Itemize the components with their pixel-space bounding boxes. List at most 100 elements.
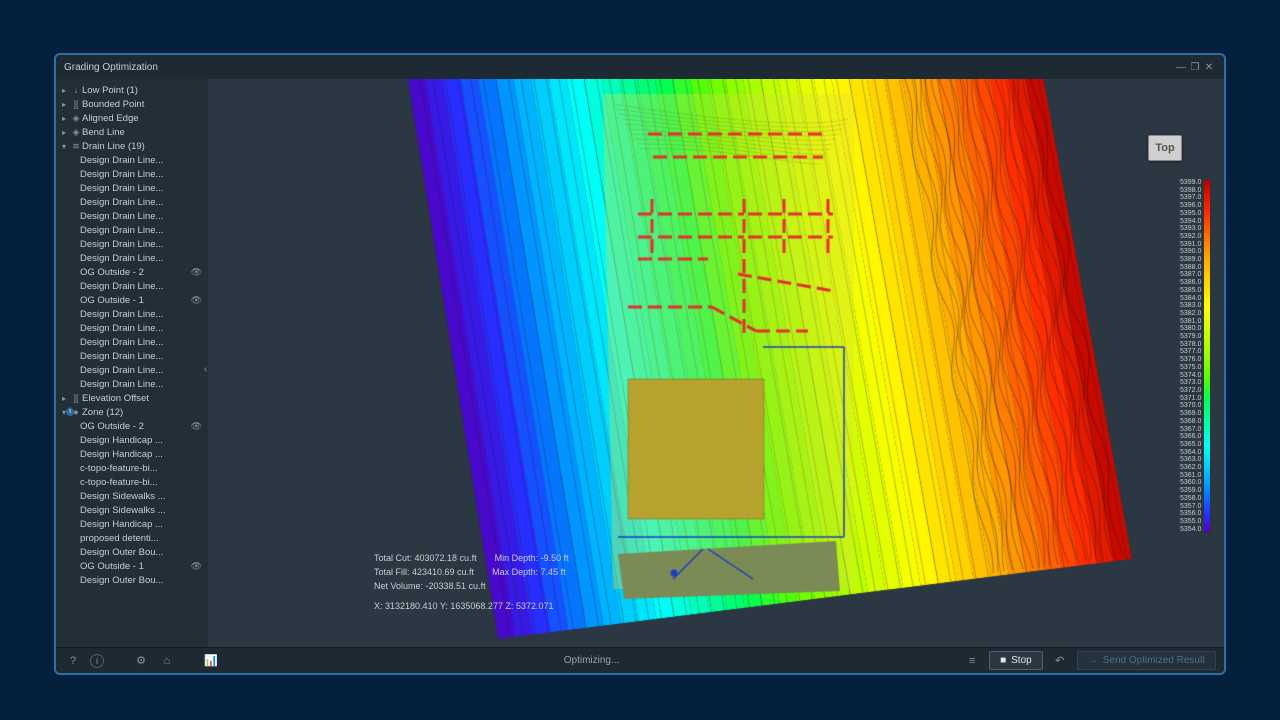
node-label: Design Drain Line... — [80, 155, 202, 166]
node-label: Bounded Point — [82, 99, 202, 110]
legend-tick: 5384.0 — [1180, 295, 1201, 302]
legend-tick: 5387.0 — [1180, 271, 1201, 278]
stop-label: Stop — [1011, 655, 1032, 666]
tree-item[interactable]: Design Drain Line... — [56, 195, 208, 209]
tree-item[interactable]: Design Drain Line... — [56, 321, 208, 335]
tree-item[interactable]: Design Drain Line... — [56, 335, 208, 349]
legend-tick: 5396.0 — [1180, 202, 1201, 209]
tree-item[interactable]: Design Handicap ... — [56, 517, 208, 531]
legend-tick: 5363.0 — [1180, 456, 1201, 463]
list-icon[interactable]: ≡ — [963, 652, 981, 670]
minimize-icon[interactable]: — — [1174, 62, 1188, 73]
node-label: Design Drain Line... — [80, 379, 202, 390]
tree-item[interactable]: OG Outside - 2👁 — [56, 419, 208, 433]
net-volume: Net Volume: -20338.51 cu.ft — [374, 579, 486, 593]
tree-item[interactable]: Design Sidewalks ... — [56, 489, 208, 503]
tree-group[interactable]: ▾≋Drain Line (19) — [56, 139, 208, 153]
node-label: Design Outer Bou... — [80, 575, 202, 586]
lock-icon[interactable]: ⌂ — [158, 652, 176, 670]
info-icon[interactable]: i — [90, 654, 104, 668]
legend-tick: 5377.0 — [1180, 348, 1201, 355]
legend-tick: 5383.0 — [1180, 302, 1201, 309]
legend-tick: 5371.0 — [1180, 395, 1201, 402]
close-icon[interactable]: ✕ — [1202, 62, 1216, 73]
legend-tick: 5362.0 — [1180, 464, 1201, 471]
send-result-button[interactable]: → Send Optimized Result — [1077, 651, 1216, 670]
tree-item[interactable]: c-topo-feature-bi... — [56, 475, 208, 489]
tree-item[interactable]: Design Drain Line... — [56, 167, 208, 181]
collapse-sidebar-icon[interactable]: ‹ — [204, 364, 207, 375]
visibility-icon[interactable]: 👁 — [191, 561, 202, 572]
node-label: Aligned Edge — [82, 113, 202, 124]
node-label: Design Drain Line... — [80, 281, 202, 292]
node-label: Design Drain Line... — [80, 169, 202, 180]
tree-item[interactable]: Design Drain Line... — [56, 237, 208, 251]
tree-group[interactable]: ▸◈Aligned Edge — [56, 111, 208, 125]
visibility-icon[interactable]: 👁 — [191, 421, 202, 432]
settings-icon[interactable]: ⚙ — [132, 652, 150, 670]
tree-item[interactable]: OG Outside - 1👁 — [56, 293, 208, 307]
tree-item[interactable]: Design Outer Bou... — [56, 545, 208, 559]
viewport[interactable]: Top 5399.05398.05397.05396.05395.05394.0… — [208, 79, 1224, 647]
legend-tick: 5381.0 — [1180, 318, 1201, 325]
viewcube[interactable]: Top — [1148, 135, 1182, 161]
legend-tick: 5393.0 — [1180, 225, 1201, 232]
tree-group[interactable]: ▸↓Low Point (1) — [56, 83, 208, 97]
info-icon[interactable]: i — [66, 408, 74, 416]
node-label: Design Drain Line... — [80, 351, 202, 362]
tree-group[interactable]: ▸◈Bend Line — [56, 125, 208, 139]
node-label: Design Sidewalks ... — [80, 505, 202, 516]
visibility-icon[interactable]: 👁 — [191, 267, 202, 278]
legend-tick: 5355.0 — [1180, 518, 1201, 525]
chevron-icon: ▸ — [62, 128, 70, 137]
node-label: OG Outside - 2 — [80, 267, 191, 278]
tree-item[interactable]: Design Handicap ... — [56, 447, 208, 461]
tree-item[interactable]: Design Drain Line... — [56, 279, 208, 293]
tree-item[interactable]: Design Drain Line... — [56, 153, 208, 167]
tree-group[interactable]: ▸][Elevation Offset — [56, 391, 208, 405]
tree-item[interactable]: Design Drain Line... — [56, 251, 208, 265]
terrain-canvas[interactable] — [208, 79, 1218, 643]
help-icon[interactable]: ? — [64, 652, 82, 670]
legend-tick: 5359.0 — [1180, 487, 1201, 494]
tree-item[interactable]: Design Drain Line... — [56, 363, 208, 377]
tree-item[interactable]: Design Outer Bou... — [56, 573, 208, 587]
tree-item[interactable]: Design Drain Line... — [56, 377, 208, 391]
legend-tick: 5397.0 — [1180, 194, 1201, 201]
tree-item[interactable]: proposed detenti... — [56, 531, 208, 545]
tree-item[interactable]: Design Handicap ... — [56, 433, 208, 447]
node-label: c-topo-feature-bi... — [80, 477, 202, 488]
visibility-icon[interactable]: 👁 — [191, 295, 202, 306]
tree-item[interactable]: Design Drain Line... — [56, 307, 208, 321]
node-label: Design Drain Line... — [80, 225, 202, 236]
legend-tick: 5364.0 — [1180, 449, 1201, 456]
legend-tick: 5390.0 — [1180, 248, 1201, 255]
tree-item[interactable]: Design Drain Line... — [56, 349, 208, 363]
tree-item[interactable]: c-topo-feature-bi... — [56, 461, 208, 475]
tree-item[interactable]: Design Drain Line... — [56, 223, 208, 237]
legend-tick: 5370.0 — [1180, 402, 1201, 409]
legend-tick: 5357.0 — [1180, 503, 1201, 510]
legend-tick: 5373.0 — [1180, 379, 1201, 386]
stop-button[interactable]: ■ Stop — [989, 651, 1043, 670]
node-icon: ≋ — [70, 141, 82, 152]
tree-item[interactable]: Design Drain Line... — [56, 209, 208, 223]
legend-tick: 5394.0 — [1180, 218, 1201, 225]
tree-item[interactable]: OG Outside - 2👁 — [56, 265, 208, 279]
legend-tick: 5367.0 — [1180, 426, 1201, 433]
tree-item[interactable]: Design Drain Line... — [56, 181, 208, 195]
stop-icon: ■ — [1000, 655, 1006, 666]
maximize-icon[interactable]: ❐ — [1188, 62, 1202, 73]
tree-item[interactable]: OG Outside - 1👁 — [56, 559, 208, 573]
node-icon: ][ — [70, 99, 82, 109]
legend-tick: 5376.0 — [1180, 356, 1201, 363]
tree-item[interactable]: Design Sidewalks ... — [56, 503, 208, 517]
chevron-icon: ▸ — [62, 394, 70, 403]
stats-icon[interactable]: 📊 — [202, 652, 220, 670]
tree-group[interactable]: ▸][Bounded Point — [56, 97, 208, 111]
tree-group[interactable]: ▾●Zone (12)i — [56, 405, 208, 419]
legend-tick: 5368.0 — [1180, 418, 1201, 425]
legend-tick: 5391.0 — [1180, 241, 1201, 248]
node-label: OG Outside - 2 — [80, 421, 191, 432]
undo-icon[interactable]: ↶ — [1051, 652, 1069, 670]
